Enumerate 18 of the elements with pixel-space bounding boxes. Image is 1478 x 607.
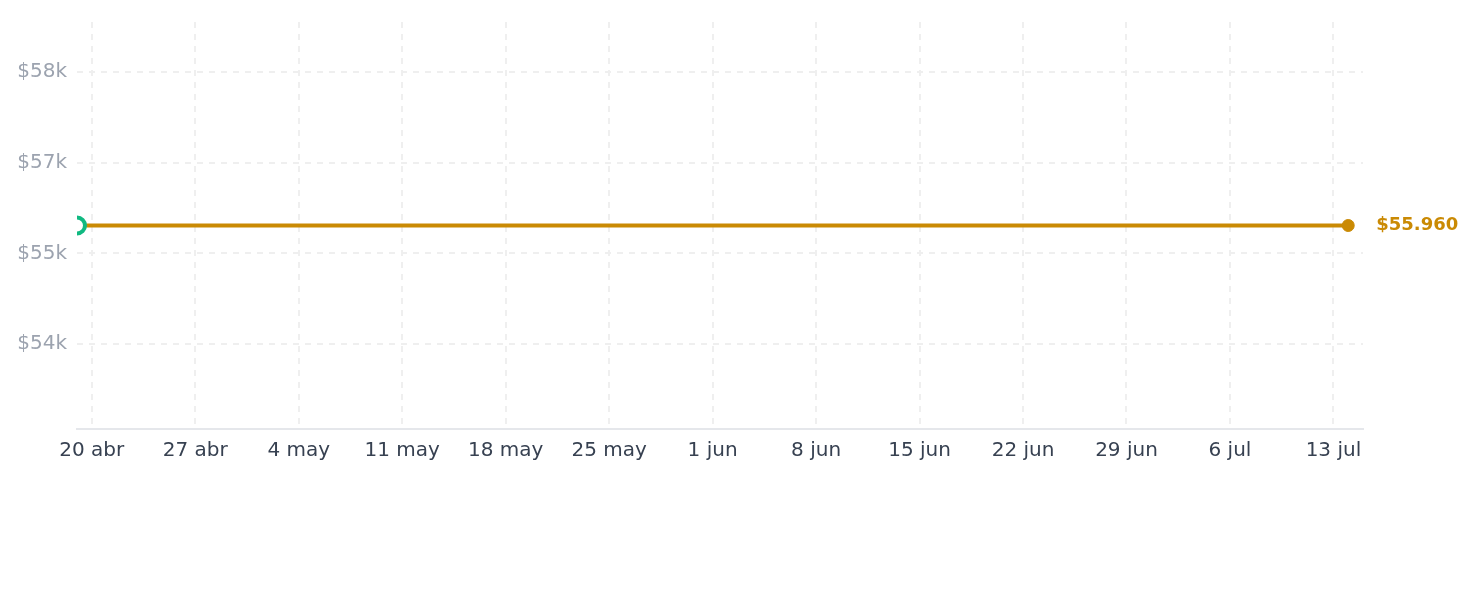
- x-tick-label: 27 abr: [162, 437, 229, 462]
- data-label: $55.960: [1376, 213, 1459, 235]
- y-tick-label: $54k: [17, 330, 68, 355]
- y-tick-label: $58k: [17, 57, 68, 82]
- x-tick-label: 11 may: [364, 437, 441, 462]
- x-tick-label: 25 may: [571, 437, 647, 462]
- x-tick-label: 29 jun: [1095, 437, 1158, 462]
- x-tick-label: 4 may: [267, 437, 331, 462]
- y-tick-label: $57k: [17, 148, 68, 173]
- x-tick-label: 22 jun: [991, 437, 1055, 462]
- x-tick-label: 20 abr: [59, 437, 126, 462]
- x-tick-label: 1 jun: [687, 437, 738, 462]
- y-tick-label: $55k: [17, 239, 68, 264]
- x-tick-label: 8 jun: [791, 437, 842, 462]
- x-tick-label: 6 jul: [1208, 437, 1252, 462]
- x-tick-label: 15 jun: [888, 437, 951, 462]
- x-tick-label: 13 jul: [1305, 437, 1362, 462]
- x-tick-label: 18 may: [467, 437, 544, 462]
